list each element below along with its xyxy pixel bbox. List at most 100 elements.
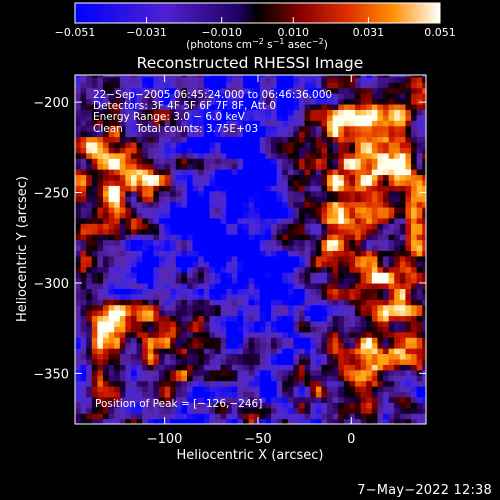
heatmap-cell [153, 87, 160, 94]
heatmap-cell [243, 310, 250, 317]
heatmap-cell [349, 396, 356, 403]
heatmap-cell [422, 98, 426, 105]
heatmap-cell [265, 282, 272, 289]
heatmap-cell [416, 212, 423, 219]
heatmap-cell [293, 190, 300, 197]
heatmap-cell [411, 413, 418, 420]
heatmap-cell [366, 369, 373, 376]
heatmap-cell [293, 380, 300, 387]
heatmap-cell [181, 152, 188, 159]
heatmap-cell [388, 120, 395, 127]
heatmap-cell [271, 223, 278, 230]
heatmap-cell [371, 348, 379, 355]
heatmap-cell [80, 266, 87, 273]
heatmap-cell [416, 380, 423, 387]
heatmap-cell [254, 196, 261, 203]
heatmap-cell [97, 288, 104, 295]
heatmap-cell [321, 169, 328, 176]
heatmap-cell [159, 375, 166, 382]
heatmap-cell [299, 136, 306, 143]
heatmap-cell [259, 131, 267, 138]
heatmap-cell [209, 152, 216, 159]
heatmap-cell [405, 163, 412, 170]
heatmap-cell [220, 310, 227, 317]
heatmap-cell [159, 82, 166, 89]
heatmap-cell [383, 76, 390, 83]
heatmap-cell [159, 147, 166, 154]
heatmap-cell [119, 228, 127, 235]
heatmap-cell [405, 152, 412, 159]
heatmap-cell [282, 158, 289, 165]
heatmap-cell [349, 272, 356, 279]
heatmap-cell [181, 244, 188, 251]
heatmap-cell [175, 348, 183, 355]
heatmap-cell [103, 299, 110, 306]
heatmap-cell [254, 331, 261, 338]
heatmap-cell [343, 299, 351, 306]
heatmap-cell [86, 201, 93, 208]
heatmap-cell [254, 82, 261, 89]
heatmap-cell [203, 282, 211, 289]
heatmap-cell [405, 255, 412, 262]
heatmap-cell [394, 125, 401, 132]
heatmap-cell [343, 207, 351, 214]
heatmap-cell [293, 250, 300, 257]
heatmap-cell [422, 114, 426, 121]
heatmap-cell [231, 147, 239, 154]
heatmap-cell [327, 196, 334, 203]
heatmap-cell [248, 250, 255, 257]
heatmap-cell [310, 131, 317, 138]
heatmap-cell [338, 207, 345, 214]
heatmap-cell [343, 76, 351, 83]
heatmap-cell [315, 103, 323, 110]
heatmap-cell [119, 217, 127, 224]
heatmap-cell [164, 418, 171, 424]
heatmap-cell [293, 244, 300, 251]
heatmap-cell [153, 125, 160, 132]
heatmap-cell [75, 239, 82, 246]
heatmap-cell [125, 75, 132, 78]
heatmap-cell [360, 396, 367, 403]
heatmap-cell [343, 147, 351, 154]
heatmap-cell [103, 185, 110, 192]
heatmap-cell [259, 207, 267, 214]
heatmap-cell [411, 244, 418, 251]
heatmap-cell [243, 320, 250, 327]
heatmap-cell [310, 179, 317, 186]
heatmap-cell [304, 239, 311, 246]
heatmap-cell [136, 152, 143, 159]
heatmap-cell [209, 326, 216, 333]
heatmap-cell [254, 75, 261, 78]
heatmap-cell [321, 125, 328, 132]
heatmap-cell [125, 396, 132, 403]
heatmap-cell [147, 76, 155, 83]
heatmap-cell [170, 277, 177, 284]
heatmap-cell [383, 364, 390, 371]
heatmap-cell [355, 217, 362, 224]
heatmap-cell [304, 304, 311, 311]
heatmap-cell [248, 125, 255, 132]
heatmap-cell [215, 282, 222, 289]
heatmap-cell [360, 223, 367, 230]
heatmap-cell [220, 185, 227, 192]
heatmap-cell [142, 386, 149, 393]
heatmap-cell [254, 131, 261, 138]
heatmap-cell [136, 75, 143, 78]
heatmap-cell [327, 98, 334, 105]
heatmap-cell [97, 299, 104, 306]
heatmap-cell [388, 407, 395, 414]
heatmap-cell [254, 136, 261, 143]
heatmap-cell [332, 163, 339, 170]
heatmap-cell [315, 413, 323, 420]
heatmap-cell [321, 342, 328, 349]
heatmap-cell [114, 76, 121, 83]
heatmap-cell [315, 277, 323, 284]
heatmap-cell [405, 234, 412, 241]
heatmap-cell [360, 141, 367, 148]
heatmap-cell [80, 337, 87, 344]
heatmap-cell [422, 304, 426, 311]
heatmap-cell [349, 169, 356, 176]
heatmap-cell [91, 304, 98, 311]
heatmap-cell [75, 190, 82, 197]
heatmap-cell [304, 98, 311, 105]
